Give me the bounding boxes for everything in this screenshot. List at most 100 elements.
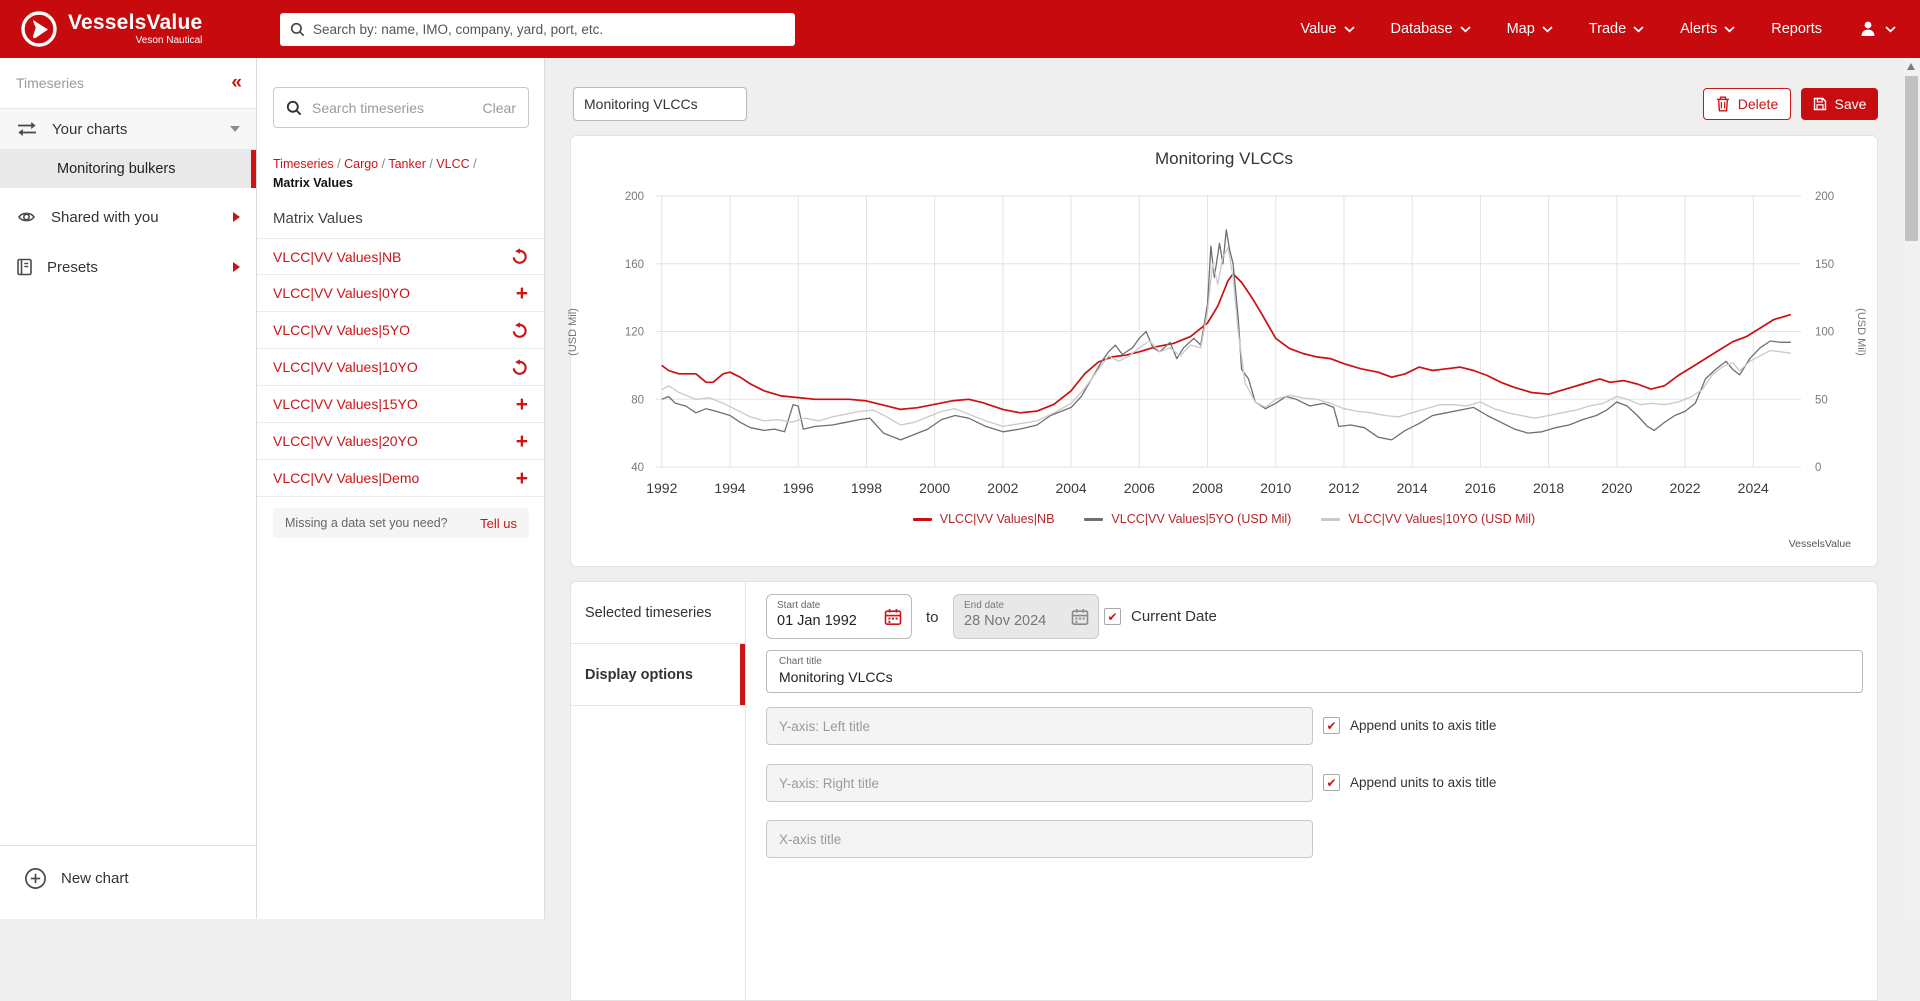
timeseries-list-item[interactable]: VLCC|VV Values|0YO + — [257, 275, 544, 312]
nav-item-map[interactable]: Map — [1507, 21, 1553, 37]
sidebar-item-shared-with-you[interactable]: Shared with you — [0, 196, 256, 238]
plus-circle-icon — [25, 868, 46, 889]
append-units-right-option: ✔ Append units to axis title — [1323, 774, 1496, 791]
collapse-sidebar-icon[interactable]: « — [231, 72, 241, 93]
add-icon[interactable]: + — [515, 429, 528, 453]
undo-icon[interactable] — [511, 321, 528, 339]
breadcrumb-link[interactable]: VLCC — [436, 157, 470, 171]
chart-list-item-label: Monitoring bulkers — [57, 161, 176, 177]
sidebar-item-label: Shared with you — [51, 208, 159, 226]
search-icon — [286, 100, 302, 115]
timeseries-item-label: VLCC|VV Values|0YO — [273, 285, 410, 301]
nav-menu: Value Database Map Trade Alerts Reports — [1300, 0, 1896, 58]
breadcrumb-link[interactable]: Cargo — [344, 157, 379, 171]
append-units-right-checkbox[interactable]: ✔ — [1323, 774, 1340, 791]
undo-icon[interactable] — [511, 358, 528, 376]
y-axis-right-title-input[interactable] — [766, 764, 1313, 802]
breadcrumb-link[interactable]: Tanker — [388, 157, 426, 171]
sidebar-item-your-charts[interactable]: Your charts — [0, 108, 256, 150]
svg-text:1996: 1996 — [783, 480, 814, 496]
scroll-up-icon[interactable] — [1907, 63, 1915, 70]
start-date-field[interactable]: Start date 01 Jan 1992 — [766, 594, 912, 639]
top-navbar: VesselsValue Veson Nautical Value Databa… — [0, 0, 1920, 58]
append-units-left-checkbox[interactable]: ✔ — [1323, 717, 1340, 734]
breadcrumb-link[interactable]: Timeseries — [273, 157, 334, 171]
chart-name-input[interactable] — [573, 87, 747, 121]
sidebar-item-label: Your charts — [52, 120, 128, 138]
user-icon — [1861, 21, 1875, 36]
nav-item-trade[interactable]: Trade — [1589, 21, 1644, 37]
y-axis-left-title-input[interactable] — [766, 707, 1313, 745]
legend-dash-icon — [1084, 517, 1104, 521]
current-date-option: ✔ Current Date — [1104, 608, 1217, 625]
tell-us-link[interactable]: Tell us — [480, 515, 517, 531]
delete-button[interactable]: Delete — [1703, 88, 1791, 120]
start-date-label: Start date — [777, 600, 821, 611]
nav-item-value[interactable]: Value — [1300, 21, 1355, 37]
svg-text:200: 200 — [625, 191, 644, 203]
legend-item[interactable]: VLCC|VV Values|10YO (USD Mil) — [1321, 512, 1535, 526]
timeseries-search-input[interactable] — [312, 99, 483, 116]
timeseries-list-item[interactable]: VLCC|VV Values|NB — [257, 238, 544, 275]
add-icon[interactable]: + — [515, 466, 528, 490]
svg-text:100: 100 — [1815, 327, 1834, 339]
chevron-down-icon — [1459, 25, 1471, 32]
calendar-icon[interactable] — [884, 608, 902, 626]
nav-item-alerts[interactable]: Alerts — [1680, 21, 1735, 37]
sidebar-item-presets[interactable]: Presets — [0, 246, 256, 288]
category-label: Matrix Values — [273, 210, 363, 227]
calendar-icon — [1071, 609, 1089, 626]
sidebar-item-monitoring-bulkers[interactable]: Monitoring bulkers — [0, 150, 256, 188]
tab-selected-timeseries[interactable]: Selected timeseries — [571, 582, 745, 644]
svg-text:160: 160 — [625, 259, 644, 271]
legend-item[interactable]: VLCC|VV Values|NB — [912, 512, 1054, 526]
timeseries-list-item[interactable]: VLCC|VV Values|Demo + — [257, 460, 544, 497]
add-icon[interactable]: + — [515, 392, 528, 416]
end-date-value: 28 Nov 2024 — [964, 613, 1047, 629]
new-chart-button[interactable]: New chart — [0, 845, 256, 919]
timeseries-list-item[interactable]: VLCC|VV Values|5YO — [257, 312, 544, 349]
chevron-down-icon — [1724, 25, 1735, 32]
svg-text:2022: 2022 — [1669, 480, 1700, 496]
legend-item[interactable]: VLCC|VV Values|5YO (USD Mil) — [1084, 512, 1291, 526]
timeseries-list-item[interactable]: VLCC|VV Values|20YO + — [257, 423, 544, 460]
chart-title-value: Monitoring VLCCs — [779, 669, 893, 685]
timeseries-list-item[interactable]: VLCC|VV Values|15YO + — [257, 386, 544, 423]
sidebar: Timeseries « Your charts Monitoring bulk… — [0, 58, 257, 919]
chart-title-field[interactable]: Chart title Monitoring VLCCs — [766, 650, 1863, 693]
svg-text:1994: 1994 — [714, 480, 745, 496]
sidebar-title: Timeseries — [16, 75, 84, 91]
nav-item-reports[interactable]: Reports — [1771, 21, 1822, 37]
scrollbar-thumb[interactable] — [1905, 76, 1918, 241]
chevron-down-icon — [1343, 25, 1355, 32]
start-date-value: 01 Jan 1992 — [777, 613, 857, 629]
timeseries-item-label: VLCC|VV Values|15YO — [273, 396, 418, 412]
add-icon[interactable]: + — [515, 281, 528, 305]
save-button[interactable]: Save — [1801, 88, 1878, 120]
x-axis-title-input[interactable] — [766, 820, 1313, 858]
chevron-down-icon — [1885, 25, 1896, 32]
clear-search-button[interactable]: Clear — [482, 99, 516, 116]
global-search-input[interactable] — [313, 22, 785, 37]
svg-text:2004: 2004 — [1056, 480, 1087, 496]
svg-text:2018: 2018 — [1533, 480, 1564, 496]
brand-logo[interactable]: VesselsValue Veson Nautical — [20, 10, 202, 48]
end-date-label: End date — [964, 600, 1005, 611]
append-units-right-label: Append units to axis title — [1350, 775, 1497, 790]
timeseries-chart: 200 160 120 80 40 200 150 100 50 0 1992 1994 1996 199… — [625, 191, 1834, 496]
chevron-right-icon — [233, 212, 240, 222]
svg-text:120: 120 — [625, 327, 644, 339]
account-menu[interactable] — [1858, 19, 1896, 39]
undo-icon[interactable] — [511, 248, 528, 265]
nav-item-database[interactable]: Database — [1391, 21, 1471, 37]
chevron-down-icon — [230, 126, 240, 132]
timeseries-list-item[interactable]: VLCC|VV Values|10YO — [257, 349, 544, 386]
breadcrumb: Timeseries / Cargo / Tanker / VLCC / Mat… — [273, 157, 477, 190]
global-search — [280, 13, 795, 46]
end-date-field[interactable]: End date 28 Nov 2024 — [953, 594, 1099, 639]
current-date-checkbox[interactable]: ✔ — [1104, 608, 1121, 625]
tab-display-options[interactable]: Display options — [571, 644, 745, 706]
book-icon — [17, 258, 32, 276]
sidebar-item-label: Presets — [47, 258, 98, 276]
y-axis-left-title: (USD Mil) — [566, 308, 579, 356]
